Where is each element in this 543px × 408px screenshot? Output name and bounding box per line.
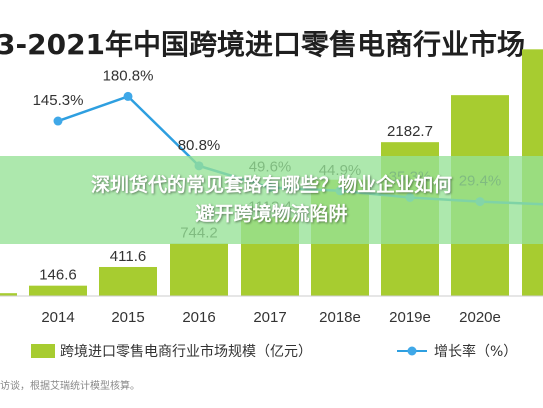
bar-3 (0, 293, 17, 296)
bar-2016 (170, 243, 228, 296)
legend-bar-label: 跨境进口零售电商行业市场规模（亿元） (60, 343, 312, 360)
source-note: 访谈，根据艾瑞统计模型核算。 (0, 379, 140, 392)
bar-2015 (99, 266, 157, 296)
growth-label-2014: 145.3% (33, 92, 84, 109)
tick-2018e: 2018e (319, 309, 361, 326)
tick-2017: 2017 (253, 309, 286, 326)
tick-2016: 2016 (182, 309, 215, 326)
banner-line-2: 避开跨境物流陷阱 (195, 203, 348, 225)
growth-point-2015 (123, 91, 133, 101)
chart-title: 3-2021年中国跨境进口零售电商行业市场 (0, 28, 525, 61)
banner-title: 深圳货代的常见套路有哪些？物业企业如何 避开跨境物流陷阱 (22, 171, 522, 229)
tick-2020e: 2020e (459, 309, 501, 326)
legend-line-label: 增长率（%） (434, 343, 517, 360)
growth-point-2014 (53, 116, 63, 126)
legend-line-marker (407, 346, 417, 356)
legend-bar-swatch (31, 344, 55, 358)
x-axis-ticks: 320142015201620172018e2019e2020ee (41, 309, 501, 326)
growth-label-2015: 180.8% (103, 67, 154, 84)
bar-2014 (29, 285, 87, 296)
legend: 跨境进口零售电商行业市场规模（亿元） 增长率（%） (31, 343, 517, 360)
tick-2019e: 2019e (389, 309, 431, 326)
bar-label-2015: 411.6 (110, 248, 146, 265)
tick-2014: 2014 (41, 309, 74, 326)
bar-label-2019e: 2182.7 (387, 123, 433, 140)
growth-label-2016: 80.8% (178, 137, 221, 154)
bar-label-2014: 146.6 (39, 267, 77, 284)
article-banner: 深圳货代的常见套路有哪些？物业企业如何 避开跨境物流陷阱 (0, 156, 543, 244)
tick-2015: 2015 (111, 309, 144, 326)
banner-line-1: 深圳货代的常见套路有哪些？物业企业如何 (90, 174, 452, 196)
